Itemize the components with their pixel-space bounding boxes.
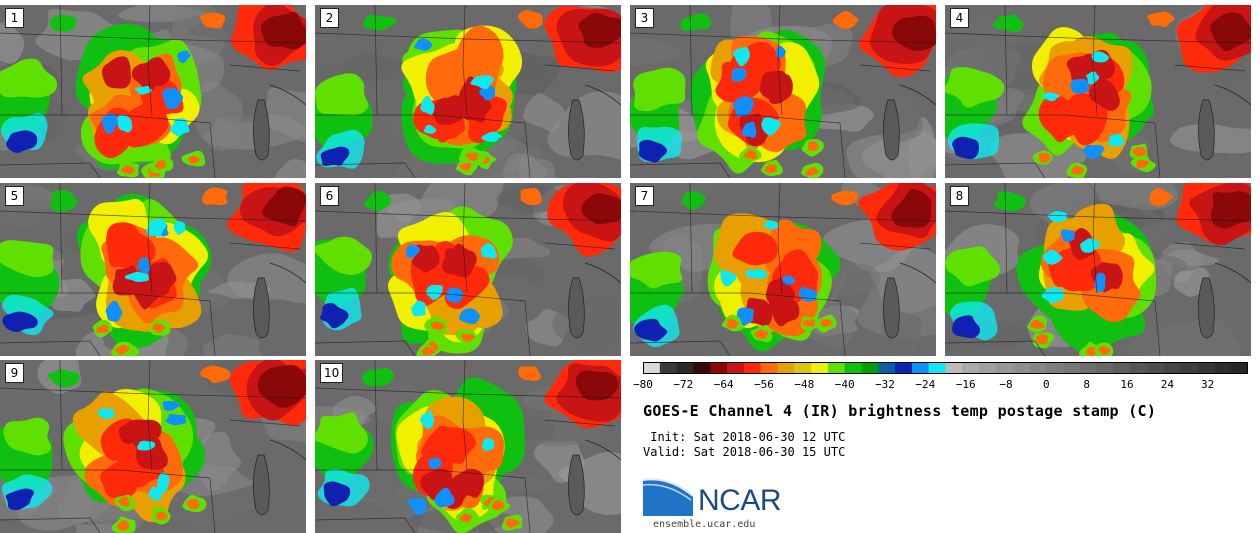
ensemble-member-panel: 9 bbox=[0, 360, 306, 533]
member-number-badge: 4 bbox=[950, 8, 969, 28]
colorbar-tick-label: −56 bbox=[754, 378, 774, 391]
colorbar-bin bbox=[1147, 362, 1165, 374]
ir-brightness-map bbox=[0, 183, 306, 356]
ir-brightness-map bbox=[945, 5, 1251, 178]
member-number-badge: 9 bbox=[5, 363, 24, 383]
colorbar-tick-label: −32 bbox=[875, 378, 895, 391]
colorbar-tick-label: 0 bbox=[1043, 378, 1050, 391]
colorbar-bin bbox=[827, 362, 846, 374]
colorbar-bin bbox=[1197, 362, 1215, 374]
ensemble-member-panel: 7 bbox=[630, 183, 936, 356]
member-number-badge: 3 bbox=[635, 8, 654, 28]
colorbar-bin bbox=[962, 362, 980, 374]
member-number-badge: 2 bbox=[320, 8, 339, 28]
colorbar-bin bbox=[945, 362, 963, 374]
ncar-logo-icon bbox=[643, 478, 694, 516]
ensemble-member-panel: 10 bbox=[315, 360, 621, 533]
colorbar-bin bbox=[1012, 362, 1031, 374]
colorbar-tick-label: −80 bbox=[633, 378, 653, 391]
colorbar-bin bbox=[844, 362, 863, 374]
colorbar-frame bbox=[643, 362, 1248, 374]
ensemble-member-panel: 4 bbox=[945, 5, 1251, 178]
colorbar-bin bbox=[743, 362, 762, 374]
ensemble-member-panel: 2 bbox=[315, 5, 621, 178]
colorbar-tick-label: 16 bbox=[1120, 378, 1134, 391]
colorbar-tick-label: 32 bbox=[1201, 378, 1215, 391]
colorbar-bin bbox=[979, 362, 997, 374]
colorbar-bin bbox=[911, 362, 930, 374]
colorbar-tick-label: 8 bbox=[1083, 378, 1090, 391]
colorbar-bin bbox=[861, 362, 879, 374]
colorbar-bin bbox=[1046, 362, 1064, 374]
ir-brightness-map bbox=[630, 183, 936, 356]
ensemble-member-panel: 3 bbox=[630, 5, 936, 178]
colorbar-bin bbox=[811, 362, 829, 374]
colorbar-bin bbox=[1163, 362, 1182, 374]
colorbar-bin bbox=[895, 362, 913, 374]
colorbar-bin bbox=[727, 362, 745, 374]
chart-title: GOES-E Channel 4 (IR) brightness temp po… bbox=[643, 402, 1157, 420]
colorbar-bin bbox=[1180, 362, 1199, 374]
colorbar-bin bbox=[1029, 362, 1047, 374]
colorbar bbox=[643, 362, 1248, 374]
colorbar-tick-label: −72 bbox=[673, 378, 694, 391]
colorbar-tick-label: −24 bbox=[915, 378, 936, 391]
ir-brightness-map bbox=[0, 360, 306, 533]
colorbar-bin bbox=[794, 362, 812, 374]
colorbar-tick-label: −16 bbox=[955, 378, 976, 391]
ir-brightness-map bbox=[945, 183, 1251, 356]
init-time: Init: Sat 2018-06-30 12 UTC bbox=[643, 430, 846, 444]
ensemble-member-panel: 1 bbox=[0, 5, 306, 178]
colorbar-bin bbox=[1096, 362, 1115, 374]
colorbar-bin bbox=[1113, 362, 1131, 374]
colorbar-bin bbox=[1130, 362, 1148, 374]
ensemble-member-panel: 8 bbox=[945, 183, 1251, 356]
colorbar-bin bbox=[1063, 362, 1081, 374]
colorbar-tick-label: −64 bbox=[713, 378, 734, 391]
member-number-badge: 5 bbox=[5, 186, 24, 206]
colorbar-bin bbox=[878, 362, 896, 374]
ir-brightness-map bbox=[630, 5, 936, 178]
colorbar-bin bbox=[659, 362, 678, 374]
ncar-logo-text: NCAR bbox=[698, 484, 782, 517]
colorbar-bin bbox=[995, 362, 1014, 374]
member-number-badge: 1 bbox=[5, 8, 24, 28]
member-number-badge: 8 bbox=[950, 186, 969, 206]
colorbar-tick-label: −8 bbox=[999, 378, 1013, 391]
colorbar-bin bbox=[676, 362, 695, 374]
ir-brightness-map bbox=[315, 183, 621, 356]
site-url: ensemble.ucar.edu bbox=[653, 519, 756, 530]
colorbar-bin bbox=[1231, 362, 1248, 374]
member-number-badge: 7 bbox=[635, 186, 654, 206]
colorbar-bin bbox=[693, 362, 711, 374]
member-number-badge: 10 bbox=[320, 363, 344, 383]
colorbar-tick-label: 24 bbox=[1160, 378, 1174, 391]
ir-brightness-map bbox=[315, 360, 621, 533]
ensemble-member-panel: 5 bbox=[0, 183, 306, 356]
ir-brightness-map bbox=[315, 5, 621, 178]
valid-time: Valid: Sat 2018-06-30 15 UTC bbox=[643, 445, 846, 459]
colorbar-bin bbox=[777, 362, 795, 374]
colorbar-bin bbox=[1079, 362, 1098, 374]
colorbar-tick-label: −40 bbox=[834, 378, 855, 391]
colorbar-bin bbox=[1214, 362, 1232, 374]
member-number-badge: 6 bbox=[320, 186, 339, 206]
colorbar-bin bbox=[643, 362, 661, 374]
ir-brightness-map bbox=[0, 5, 306, 178]
colorbar-bin bbox=[760, 362, 779, 374]
colorbar-ticks: −80 −72 −64 −56 −48 −40 −32 −24 −16 −8 0 8 16 24 32 bbox=[633, 378, 1248, 394]
colorbar-bin bbox=[928, 362, 947, 374]
ensemble-member-panel: 6 bbox=[315, 183, 621, 356]
colorbar-tick-label: −48 bbox=[794, 378, 815, 391]
colorbar-bin bbox=[710, 362, 728, 374]
